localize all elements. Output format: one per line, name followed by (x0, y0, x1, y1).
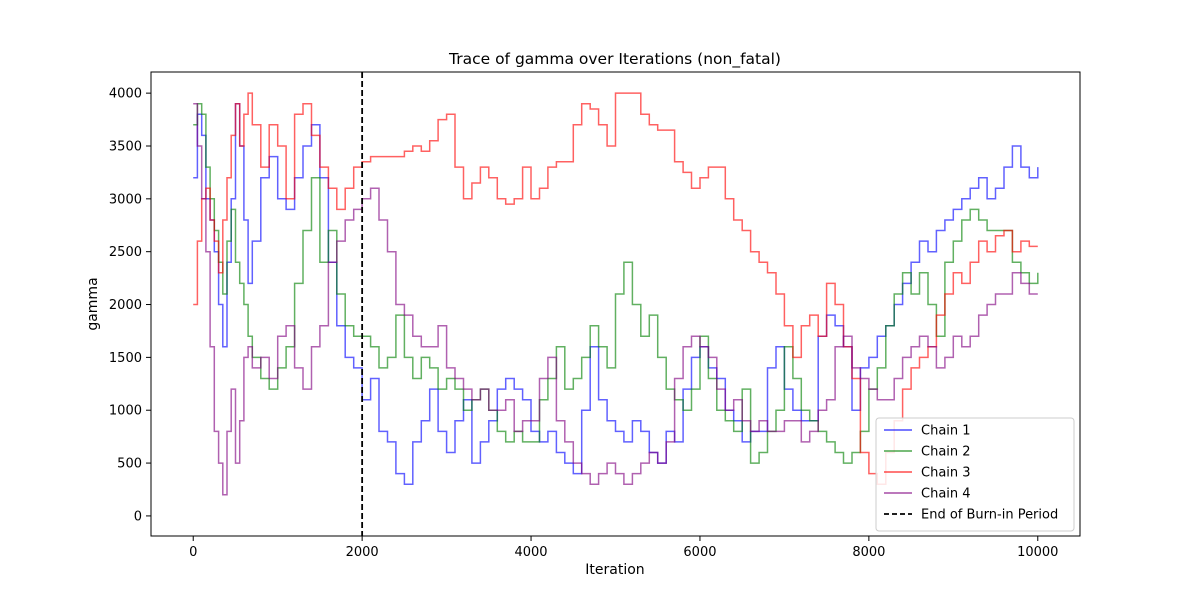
legend-label: Chain 4 (921, 487, 971, 502)
y-tick-label: 500 (117, 457, 142, 472)
legend-label: Chain 2 (921, 445, 971, 460)
y-axis-label: gamma (85, 277, 101, 330)
y-tick-label: 3000 (109, 192, 142, 207)
legend-label: End of Burn-in Period (921, 508, 1058, 523)
y-tick-label: 1500 (109, 351, 142, 366)
y-tick-label: 0 (134, 509, 142, 524)
legend-entry-chain-2: Chain 2 (884, 445, 971, 460)
y-tick-label: 4000 (109, 87, 142, 102)
x-axis: 0 2000 4000 6000 8000 10000 (189, 536, 1058, 560)
x-tick-label: 8000 (852, 545, 885, 560)
x-tick-label: 6000 (683, 545, 716, 560)
legend-label: Chain 1 (921, 424, 971, 439)
legend: Chain 1 Chain 2 Chain 3 Chain 4 End of Burn-… (875, 417, 1075, 532)
y-tick-label: 2500 (109, 245, 142, 260)
x-axis-label: Iteration (585, 562, 644, 578)
x-tick-label: 0 (189, 545, 197, 560)
legend-entry-chain-3: Chain 3 (884, 466, 971, 481)
legend-box (875, 417, 1075, 532)
y-tick-label: 1000 (109, 404, 142, 419)
legend-label: Chain 3 (921, 466, 971, 481)
y-tick-label: 2000 (109, 298, 142, 313)
legend-entry-chain-4: Chain 4 (884, 487, 971, 502)
chart-title: Trace of gamma over Iterations (non_fata… (448, 50, 781, 69)
series-line-chain-4 (193, 102, 1038, 496)
x-tick-label: 10000 (1017, 545, 1058, 560)
y-axis: 0 500 1000 1500 2000 2500 3000 3500 4000 (109, 87, 151, 524)
legend-entry-burn-in: End of Burn-in Period (884, 508, 1058, 523)
legend-entry-chain-1: Chain 1 (884, 424, 971, 439)
x-tick-label: 2000 (346, 545, 379, 560)
y-tick-label: 3500 (109, 139, 142, 154)
series-line-chain-2 (193, 102, 1039, 464)
plot-frame (150, 71, 1081, 537)
plot-area (150, 71, 1081, 537)
x-tick-label: 4000 (514, 545, 547, 560)
